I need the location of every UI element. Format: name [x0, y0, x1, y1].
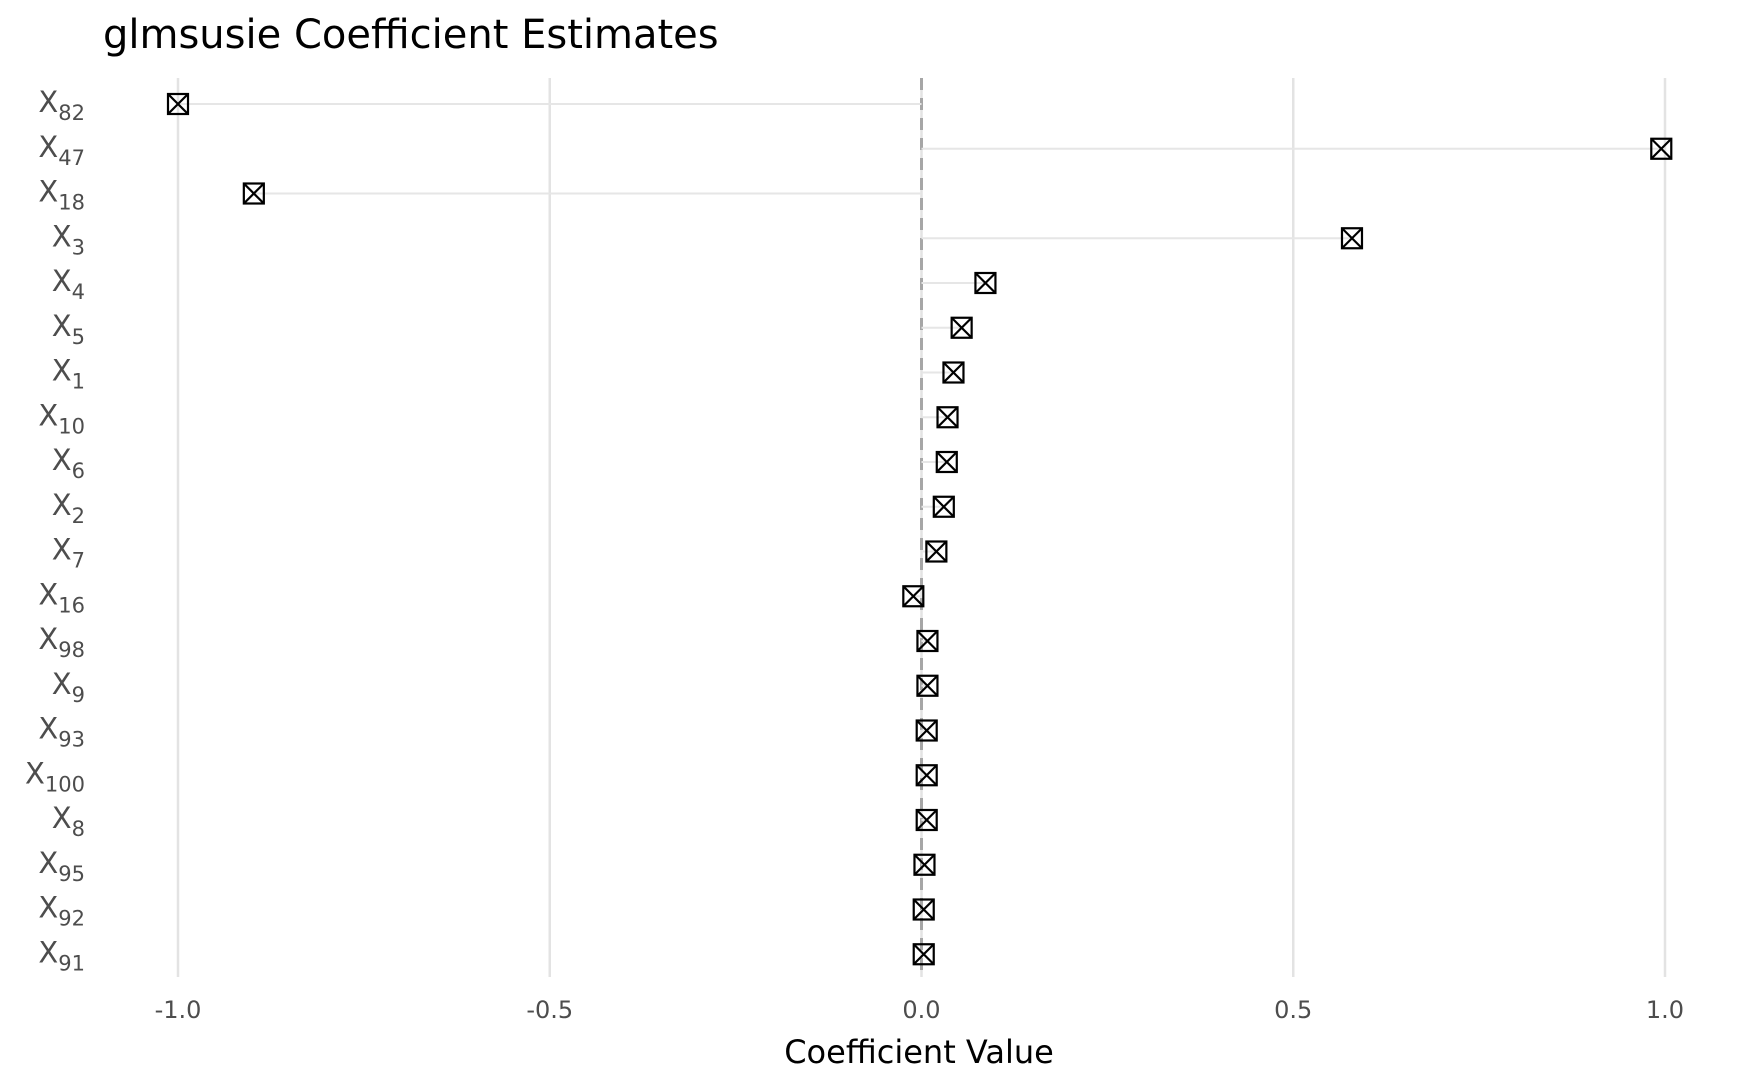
coefficient-point: [902, 585, 925, 608]
marker-box: [915, 719, 938, 742]
y-tick-label: X98: [38, 622, 85, 662]
coefficient-point: [913, 853, 936, 876]
marker-cross: [912, 898, 935, 921]
marker-cross: [912, 943, 935, 966]
coefficient-point: [1650, 137, 1673, 160]
coefficient-markers: [166, 92, 1673, 966]
marker-cross: [933, 495, 955, 518]
y-tick-label: X1: [52, 354, 85, 394]
marker-box: [912, 898, 935, 921]
marker-box: [912, 943, 935, 966]
coefficient-point: [935, 450, 958, 474]
marker-cross: [974, 272, 997, 294]
coefficient-point: [950, 316, 973, 339]
y-tick-label: X92: [38, 891, 85, 931]
marker-cross: [167, 93, 189, 115]
x-tick-label: -0.5: [526, 996, 573, 1024]
y-tick-label: X18: [38, 175, 85, 215]
coefficient-point: [916, 629, 939, 653]
marker-box: [1650, 137, 1673, 160]
y-tick-label: X93: [38, 712, 85, 752]
y-tick-label: X95: [38, 846, 85, 886]
marker-box: [915, 808, 938, 832]
x-axis-title: Coefficient Value: [784, 1033, 1054, 1071]
marker-cross: [916, 630, 939, 652]
y-tick-label: X16: [38, 577, 85, 617]
y-tick-label: X9: [52, 667, 85, 707]
marker-box: [950, 316, 973, 339]
x-tick-label: 1.0: [1646, 996, 1684, 1024]
y-tick-label: X2: [52, 488, 85, 528]
marker-cross: [950, 316, 973, 339]
coefficient-point: [915, 719, 938, 742]
marker-box: [902, 585, 925, 608]
x-tick-label: 0.5: [1274, 996, 1312, 1024]
coefficient-point: [912, 898, 935, 921]
marker-box: [915, 764, 938, 787]
coefficient-point: [916, 674, 939, 697]
marker-cross: [915, 764, 938, 787]
marker-box: [1340, 227, 1364, 250]
marker-box: [242, 182, 265, 205]
marker-cross: [243, 182, 265, 205]
marker-cross: [936, 451, 958, 473]
marker-cross: [902, 585, 925, 608]
y-tick-label: X100: [25, 756, 85, 796]
chart-title: glmsusie Coefficient Estimates: [103, 12, 719, 58]
y-tick-label: X7: [52, 533, 85, 573]
y-tick-label: X8: [52, 801, 85, 841]
marker-box: [935, 450, 958, 474]
marker-cross: [925, 540, 948, 563]
coefficient-point: [974, 271, 997, 295]
marker-box: [916, 629, 939, 653]
marker-cross: [1650, 137, 1673, 160]
coefficient-point: [925, 540, 948, 563]
x-tick-label: -1.0: [155, 996, 202, 1024]
y-tick-label: X47: [38, 130, 85, 170]
marker-box: [936, 406, 959, 429]
y-tick-label: X6: [52, 443, 85, 483]
x-axis-ticks: -1.0 -0.5 0.0 0.5 1.0: [155, 996, 1685, 1024]
y-tick-label: X91: [38, 935, 85, 975]
y-tick-label: X3: [52, 219, 85, 259]
marker-cross: [913, 853, 936, 876]
coefficient-point: [1340, 227, 1364, 250]
y-tick-label: X5: [52, 309, 85, 349]
marker-cross: [942, 361, 965, 384]
coefficient-point: [242, 182, 265, 205]
marker-box: [916, 674, 939, 697]
coefficient-point: [912, 943, 935, 966]
marker-cross: [915, 809, 938, 831]
coefficient-point: [932, 495, 955, 518]
marker-box: [913, 853, 936, 876]
y-tick-label: X82: [38, 85, 85, 125]
y-tick-label: X4: [52, 264, 85, 304]
marker-box: [925, 540, 948, 563]
y-tick-label: X10: [38, 398, 85, 438]
marker-cross: [936, 406, 959, 429]
coefficient-point: [915, 808, 938, 832]
coefficient-point: [166, 92, 190, 116]
x-tick-label: 0.0: [902, 996, 940, 1024]
coefficient-point: [915, 764, 938, 787]
marker-box: [166, 92, 190, 116]
marker-cross: [916, 674, 939, 697]
marker-box: [932, 495, 955, 518]
marker-cross: [1341, 227, 1363, 250]
marker-cross: [915, 719, 938, 742]
marker-box: [942, 361, 965, 384]
coefficient-point: [942, 361, 965, 384]
marker-box: [974, 271, 997, 295]
coefficient-point: [936, 406, 959, 429]
